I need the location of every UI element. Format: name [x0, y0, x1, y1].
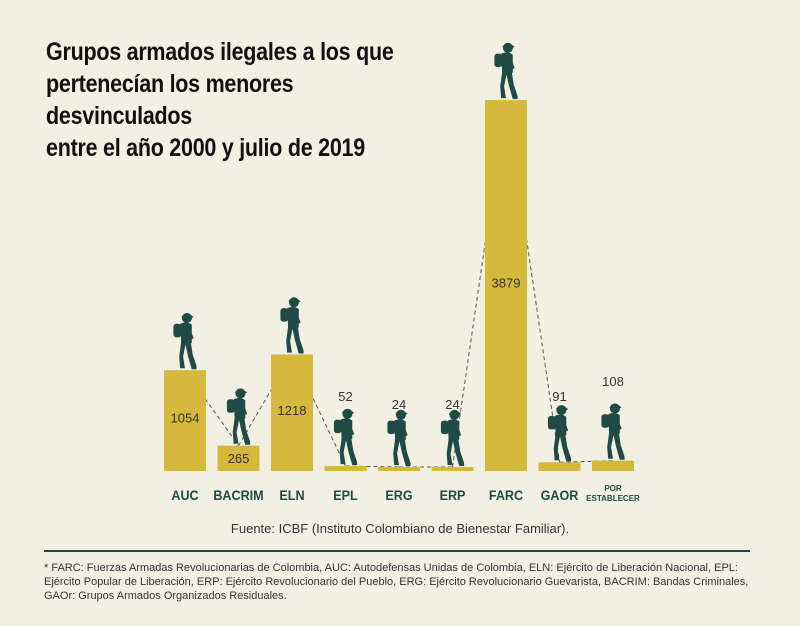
category-label-por-establecer-1: POR: [604, 484, 622, 493]
abbreviations-footnote: * FARC: Fuerzas Armadas Revolucionarias …: [44, 562, 749, 602]
category-label-farc: FARC: [489, 487, 524, 503]
value-label-auc: 1054: [171, 411, 200, 426]
category-label-eln: ELN: [279, 487, 304, 503]
value-label-epl: 52: [338, 389, 352, 404]
child-figure-icon: [387, 409, 411, 467]
child-figure-icon: [333, 408, 358, 466]
child-figure-icon: [226, 388, 251, 445]
child-figure-icon: [547, 405, 572, 462]
child-figure-icon: [494, 42, 518, 100]
connector-line: [505, 99, 560, 463]
category-labels-group: AUC BACRIM ELN EPL ERG ERP FARC GAOR PORESTABLEC…: [171, 484, 640, 503]
bar-auc: [164, 370, 206, 471]
category-label-erp: ERP: [440, 487, 466, 503]
value-label-gaor: 91: [552, 389, 566, 404]
child-figure-icon: [440, 409, 465, 467]
category-label-erg: ERG: [385, 487, 412, 503]
bar-epl: [324, 466, 367, 471]
value-label-por-establecer: 108: [602, 374, 624, 389]
category-label-epl: EPL: [333, 487, 357, 503]
bars-group: [164, 100, 634, 471]
bar-eln: [271, 354, 313, 471]
source-note: Fuente: ICBF (Instituto Colombiano de Bi…: [230, 521, 570, 536]
value-labels-group: 1054 265 1218 52 24 24 3879 91 108: [171, 276, 624, 467]
category-label-auc: AUC: [171, 487, 199, 503]
bar-bacrim: [217, 445, 260, 471]
divider-line: [44, 550, 750, 552]
value-label-eln: 1218: [278, 403, 307, 418]
value-label-erg: 24: [392, 397, 406, 412]
child-figure-icon: [280, 297, 304, 354]
bar-erp: [431, 467, 474, 471]
bar-erg: [378, 467, 420, 471]
value-label-bacrim: 265: [228, 451, 250, 466]
child-figure-icon: [173, 312, 197, 370]
value-label-erp: 24: [445, 397, 459, 412]
value-label-farc: 3879: [492, 276, 521, 291]
category-label-por-establecer-2: ESTABLECER: [586, 494, 640, 503]
bar-gaor: [538, 462, 581, 471]
bar-farc: [485, 100, 527, 471]
category-label-bacrim: BACRIM: [213, 487, 263, 503]
category-label-gaor: GAOR: [541, 487, 579, 503]
bar-chart: 1054 265 1218 52 24 24 3879 91 108 AUC BACRIM ELN E…: [164, 42, 640, 503]
child-figure-icon: [601, 403, 625, 460]
chart-title: Grupos armados ilegales a los que perten…: [46, 38, 394, 162]
bar-por-establecer: [592, 460, 634, 471]
child-figures-group: [173, 42, 625, 467]
connector-line: [238, 354, 293, 446]
